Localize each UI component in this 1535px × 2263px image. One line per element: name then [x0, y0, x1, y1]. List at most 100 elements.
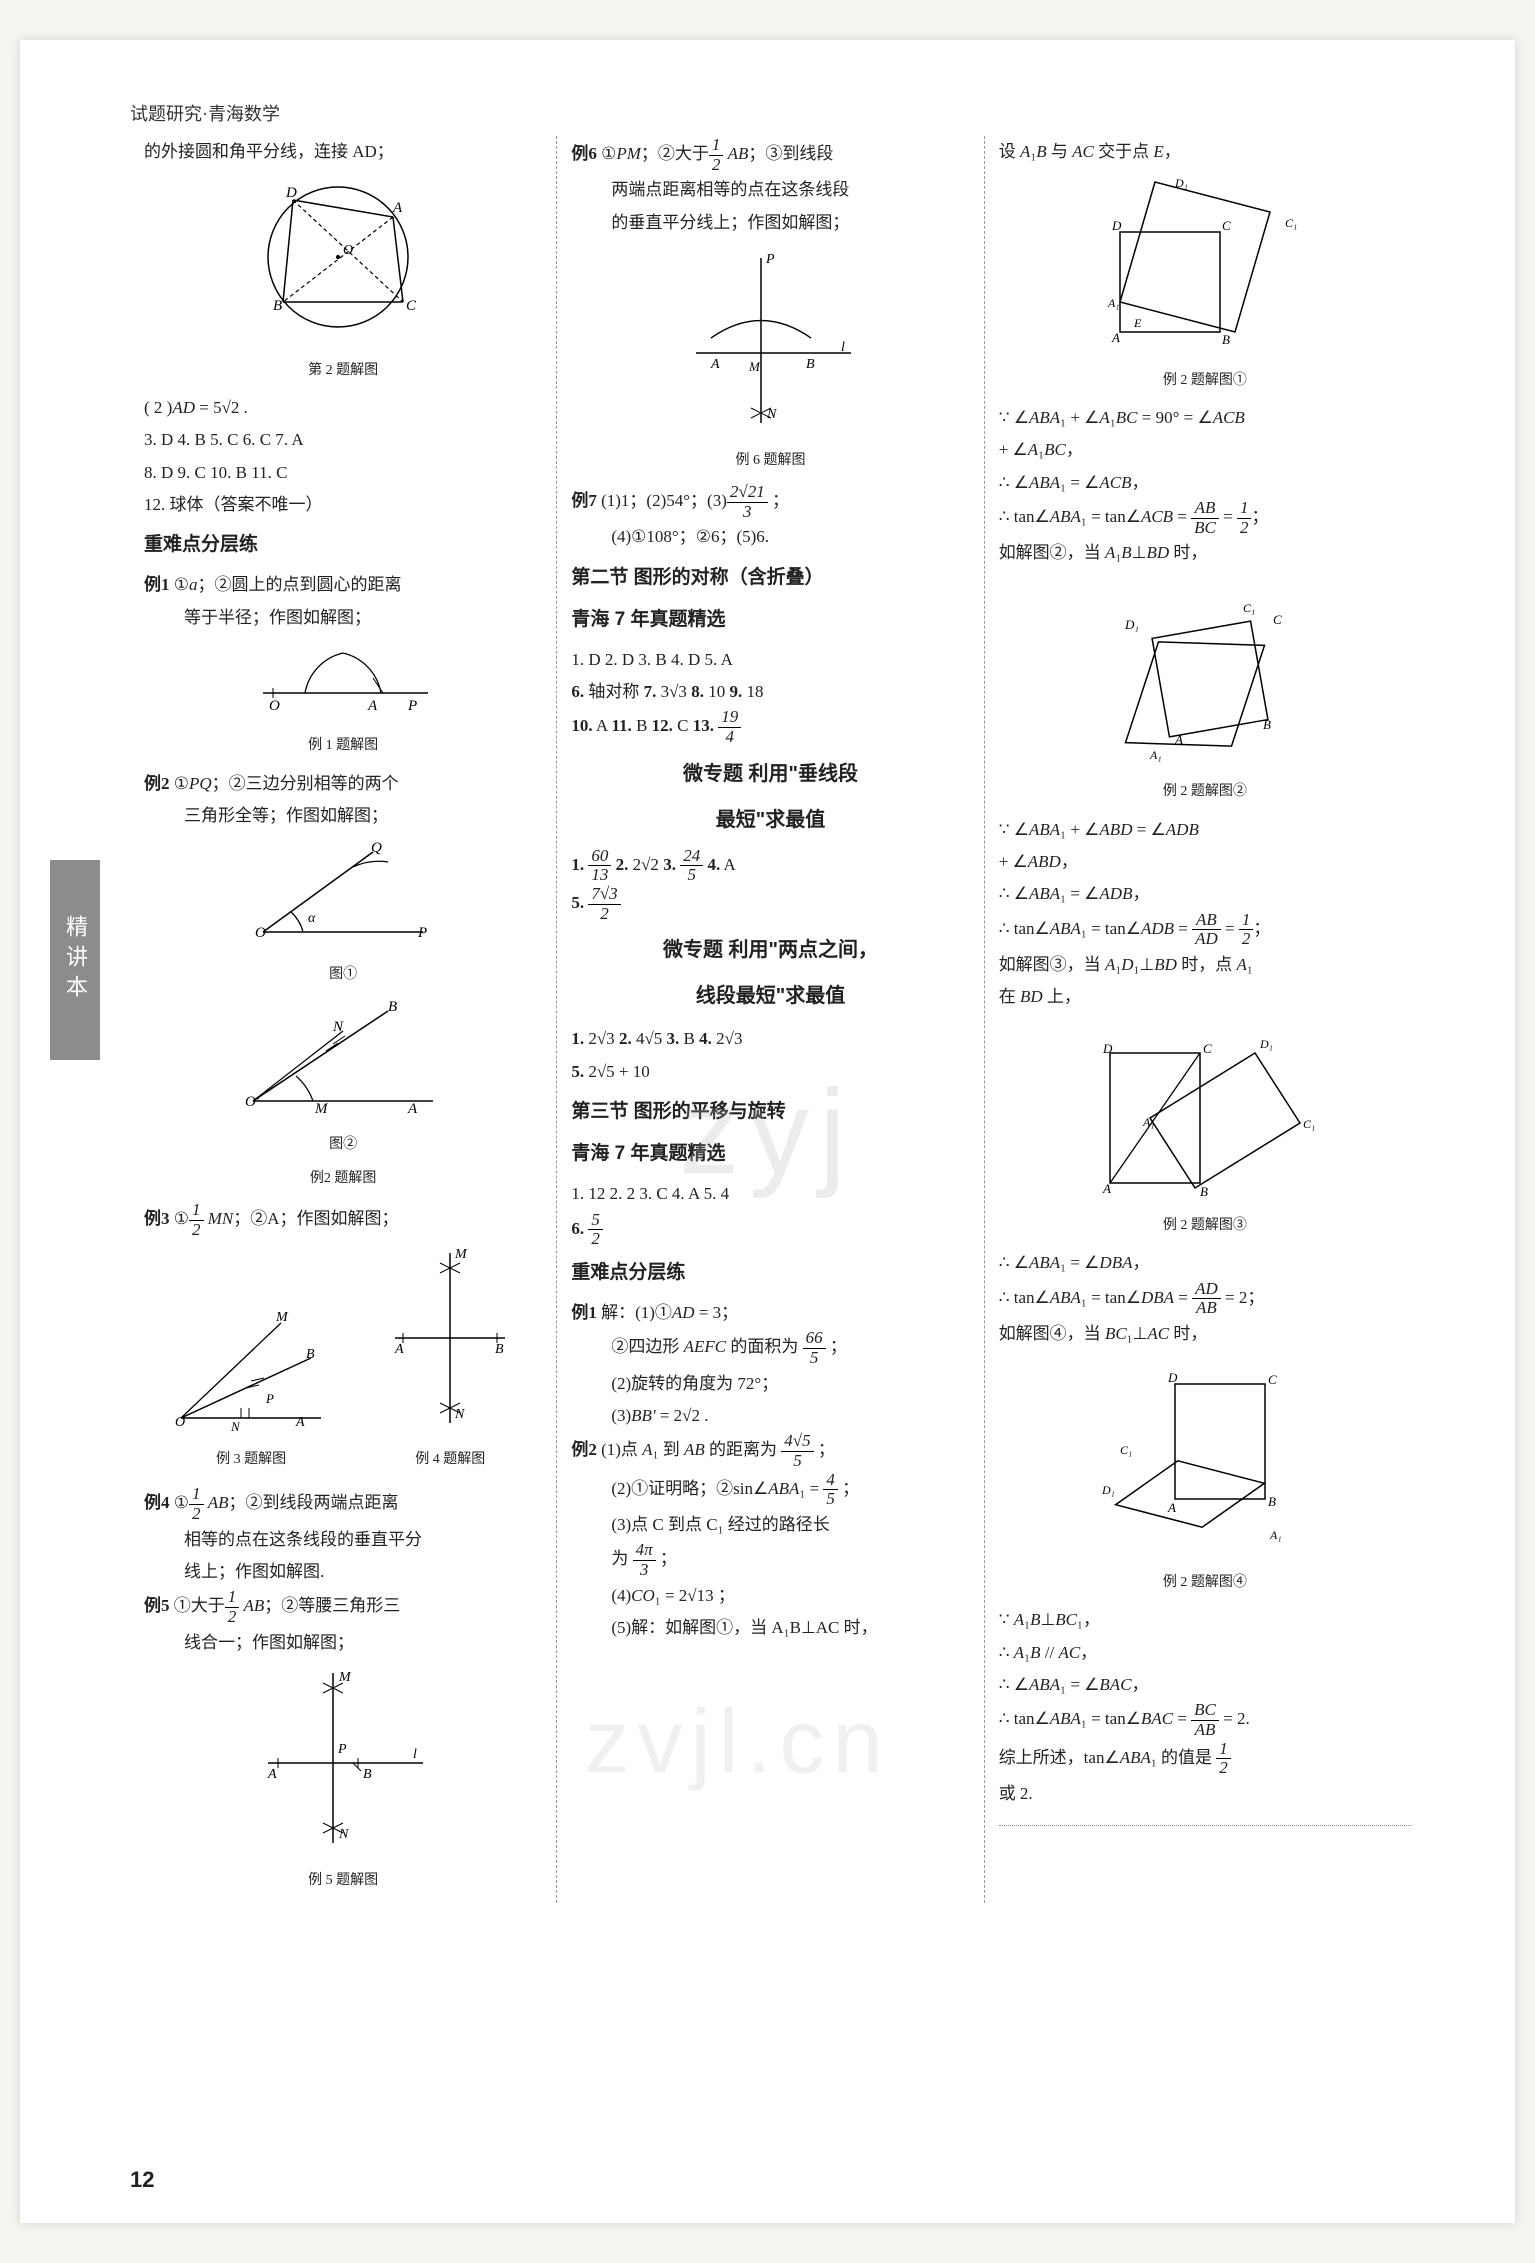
- c2-ex2d: 为 4π3 ；: [571, 1541, 969, 1579]
- c3-l12: 在 BD 上，: [999, 981, 1411, 1013]
- c1-ex4b: 相等的点在这条线段的垂直平分: [144, 1524, 542, 1556]
- c3-l3: + ∠A₁BC，: [999, 434, 1411, 466]
- svg-text:M: M: [454, 1247, 468, 1262]
- svg-text:B: B: [363, 1767, 372, 1782]
- columns: 的外接圆和角平分线，连接 AD； O A D B C: [130, 136, 1425, 1903]
- svg-text:D₁: D₁: [1124, 617, 1139, 632]
- c2-ex1b: ②四边形 AEFC 的面积为 665 ；: [571, 1329, 969, 1367]
- diagram-circle-abc: O A D B C: [144, 172, 542, 353]
- c3-l16: ∵ A₁B⊥BC₁，: [999, 1604, 1411, 1636]
- svg-text:B: B: [388, 999, 397, 1015]
- c2-ex2f: (5)解：如解图①，当 A₁B⊥AC 时，: [571, 1612, 969, 1644]
- diagram-c3-2: A B C D₁ C₁ A₁: [999, 574, 1411, 775]
- fig-ex2-cap2: 图②: [144, 1132, 542, 1159]
- c3-fig3cap: 例 2 题解图③: [999, 1213, 1411, 1240]
- fig-ex6-caption: 例 6 题解图: [571, 448, 969, 475]
- sec3-title: 第三节 图形的平移与旋转: [571, 1094, 969, 1130]
- page-number: 12: [130, 2167, 154, 2193]
- svg-text:E: E: [1133, 316, 1142, 330]
- svg-text:O: O: [255, 925, 266, 941]
- svg-text:B: B: [306, 1347, 315, 1362]
- c1-ex1b: 等于半径；作图如解图；: [144, 602, 542, 634]
- sec2-sub: 青海 7 年真题精选: [571, 602, 969, 638]
- c2-subhead2: 重难点分层练: [571, 1255, 969, 1291]
- c3-l6: 如解图②，当 A₁B⊥BD 时，: [999, 537, 1411, 569]
- svg-text:P: P: [417, 925, 427, 941]
- c3-l1: 设 A₁B 与 AC 交于点 E，: [999, 136, 1411, 168]
- micro1-r2: 5. 7√32: [571, 885, 969, 923]
- svg-text:B: B: [1268, 1494, 1276, 1509]
- svg-text:D₁: D₁: [1174, 176, 1188, 190]
- c3-l7: ∵ ∠ABA₁ + ∠ABD = ∠ADB: [999, 814, 1411, 846]
- diagram-c3-1: A B C D A₁ E D₁ C₁: [999, 172, 1411, 363]
- svg-text:A: A: [1174, 732, 1183, 747]
- svg-text:A: A: [267, 1767, 277, 1782]
- c3-l17: ∴ A₁B // AC，: [999, 1637, 1411, 1669]
- svg-text:A₁: A₁: [1142, 1115, 1155, 1129]
- svg-text:M: M: [275, 1310, 289, 1325]
- sec2-r2: 6. 轴对称 7. 3√3 8. 10 9. 18: [571, 676, 969, 708]
- c1-ans-row2: 8. D 9. C 10. B 11. C: [144, 457, 542, 489]
- c3-l21: 或 2.: [999, 1778, 1411, 1810]
- svg-text:C: C: [1273, 612, 1282, 627]
- c2-ex2b: (2)①证明略；②sin∠ABA₁ = 45 ；: [571, 1471, 969, 1509]
- c1-ex1a: 例1 ①a；②圆上的点到圆心的距离: [144, 569, 542, 601]
- diagram-ex3-ex4: O B M A P N 例 3 题解图 M N A: [144, 1243, 542, 1481]
- diagram-c3-4: A B C D D₁ C₁ A₁: [999, 1354, 1411, 1565]
- svg-text:C: C: [1203, 1041, 1212, 1056]
- micro2b: 线段最短"求最值: [571, 977, 969, 1015]
- svg-text:C₁: C₁: [1303, 1117, 1315, 1131]
- svg-text:B: B: [273, 298, 282, 314]
- c1-ex5a: 例5 ①大于12 AB；②等腰三角形三: [144, 1588, 542, 1626]
- c2-ex2e: (4)CO₁ = 2√13 ；: [571, 1580, 969, 1612]
- c1-ad-eq: ( 2 )AD = 5√2 .: [144, 392, 542, 424]
- c1-ex4a: 例4 ①12 AB；②到线段两端点距离: [144, 1485, 542, 1523]
- micro2-r1: 1. 2√3 2. 4√5 3. B 4. 2√3: [571, 1023, 969, 1055]
- svg-text:D: D: [1167, 1370, 1178, 1385]
- c2-ex2a: 例2 (1)点 A₁ 到 AB 的距离为 4√55 ；: [571, 1432, 969, 1470]
- diagram-ex5: M N A B P l: [144, 1663, 542, 1864]
- c3-l9: ∴ ∠ABA₁ = ∠ADB，: [999, 878, 1411, 910]
- column-3: 设 A₁B 与 AC 交于点 E， A B C D A₁ E D₁ C₁ 例 2…: [985, 136, 1425, 1903]
- c2-ex6a: 例6 ①PM；②大于12 AB；③到线段: [571, 136, 969, 174]
- micro2-r2: 5. 2√5 + 10: [571, 1056, 969, 1088]
- c2-ex6b: 两端点距离相等的点在这条线段: [571, 174, 969, 206]
- svg-text:A: A: [394, 1342, 404, 1357]
- svg-text:P: P: [765, 252, 775, 267]
- sec2-r1: 1. D 2. D 3. B 4. D 5. A: [571, 644, 969, 676]
- svg-text:N: N: [338, 1827, 349, 1842]
- c3-fig2cap: 例 2 题解图②: [999, 779, 1411, 806]
- c2-ex1c: (2)旋转的角度为 72°；: [571, 1368, 969, 1400]
- svg-text:N: N: [332, 1019, 344, 1035]
- svg-text:P: P: [407, 698, 417, 714]
- svg-text:M: M: [314, 1101, 329, 1116]
- svg-text:B: B: [1200, 1184, 1208, 1198]
- svg-text:D: D: [285, 185, 297, 201]
- svg-text:D₁: D₁: [1259, 1037, 1273, 1051]
- svg-text:N: N: [454, 1407, 465, 1422]
- micro1b: 最短"求最值: [571, 801, 969, 839]
- svg-text:A₁: A₁: [1107, 296, 1120, 310]
- fig-ex4-caption: 例 4 题解图: [385, 1447, 515, 1474]
- svg-text:N: N: [766, 407, 777, 422]
- c1-ex3: 例3 ①12 MN；②A；作图如解图；: [144, 1201, 542, 1239]
- c2-ex7a: 例7 (1)1；(2)54°；(3)2√213 ；: [571, 483, 969, 521]
- c2-ex6c: 的垂直平分线上；作图如解图；: [571, 207, 969, 239]
- diagram-ex1: O A P: [144, 638, 542, 729]
- fig-ex5-caption: 例 5 题解图: [144, 1868, 542, 1895]
- column-1: 的外接圆和角平分线，连接 AD； O A D B C: [130, 136, 557, 1903]
- svg-text:C₁: C₁: [1285, 216, 1297, 230]
- c3-l18: ∴ ∠ABA₁ = ∠BAC，: [999, 1669, 1411, 1701]
- sec2-title: 第二节 图形的对称（含折叠）: [571, 560, 969, 596]
- c1-ans-row3: 12. 球体（答案不唯一）: [144, 489, 542, 521]
- diagram-ex2-1: O P Q α: [144, 837, 542, 958]
- svg-text:B: B: [1222, 332, 1230, 347]
- svg-text:D: D: [1111, 218, 1122, 233]
- svg-text:O': O': [245, 1094, 260, 1110]
- svg-text:N: N: [230, 1419, 241, 1433]
- svg-text:C₁: C₁: [1243, 601, 1255, 615]
- c3-fig1cap: 例 2 题解图①: [999, 368, 1411, 395]
- page: zyj zvjl.cn 试题研究·青海数学 精讲本 的外接圆和角平分线，连接 A…: [20, 40, 1515, 2223]
- svg-text:B: B: [495, 1342, 504, 1357]
- c2-ex2c: (3)点 C 到点 C₁ 经过的路径长: [571, 1509, 969, 1541]
